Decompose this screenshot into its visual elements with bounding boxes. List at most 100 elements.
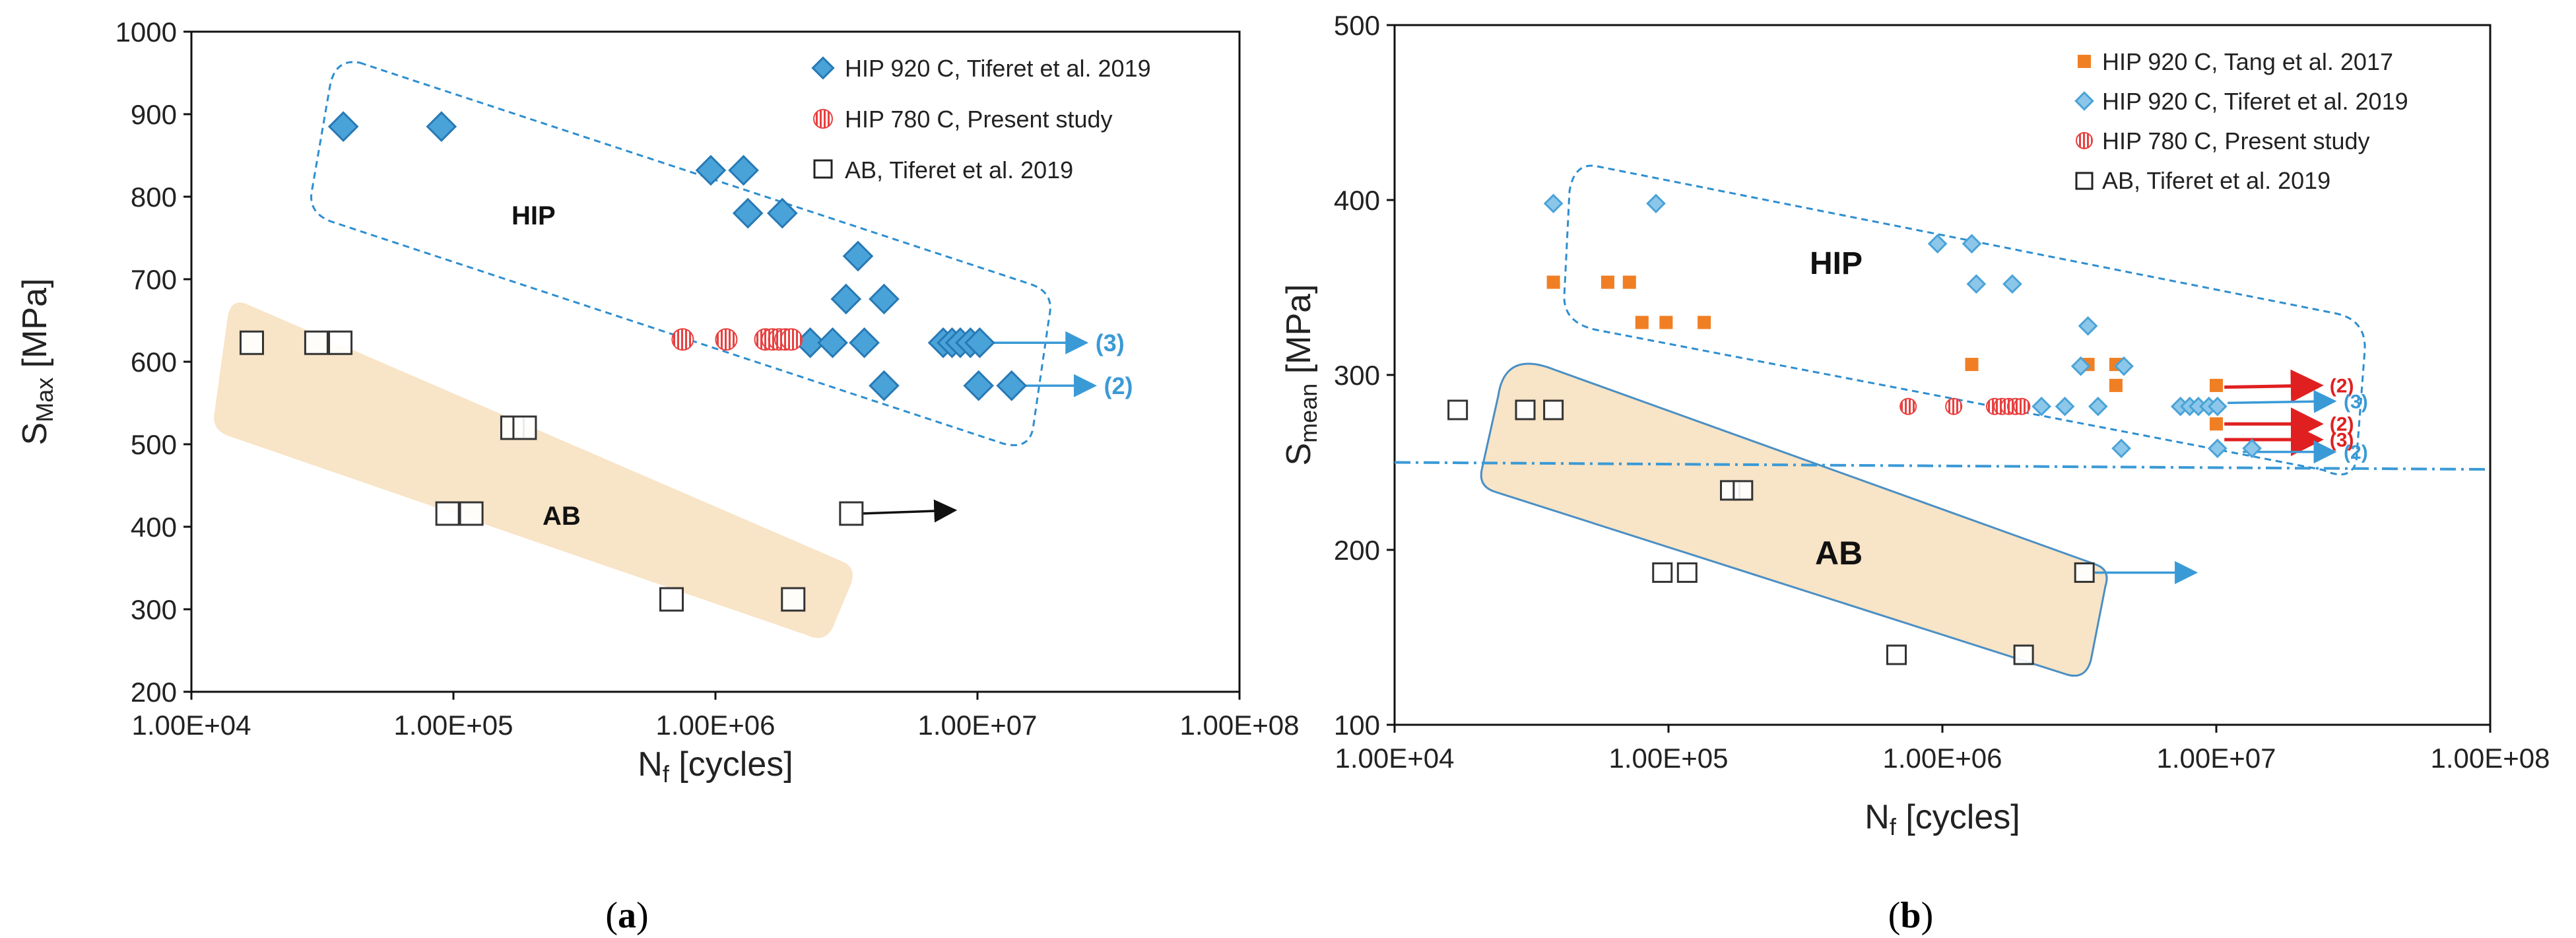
hip-region-b xyxy=(1563,164,2366,476)
y-tick-label: 100 xyxy=(1334,710,1380,741)
data-point-hip920 xyxy=(1646,193,1666,214)
x-tick-label: 1.00E+05 xyxy=(1608,743,1728,774)
data-point-hip920 xyxy=(2088,396,2108,417)
data-point-hip920 xyxy=(2055,396,2075,417)
y-tick-label: 1000 xyxy=(116,17,177,48)
data-point-hip780 xyxy=(715,328,738,351)
runout-label: (2) xyxy=(1104,372,1133,399)
data-point-ab xyxy=(239,330,264,355)
data-point-tang xyxy=(2210,378,2223,392)
runout-label: (2) xyxy=(2330,414,2354,436)
x-tick-label: 1.00E+07 xyxy=(2156,743,2276,774)
data-point-hip920 xyxy=(830,283,862,315)
runout-label: (3) xyxy=(2344,391,2368,413)
x-axis-label-b: Nf [cycles] xyxy=(1865,798,2020,840)
y-axis-b: 100 200 300 400 500 xyxy=(1334,10,1395,741)
y-tick-label: 300 xyxy=(1334,360,1380,391)
data-point-ab xyxy=(1515,399,1536,420)
data-point-ab xyxy=(1652,562,1673,583)
data-point-tang xyxy=(2210,417,2223,431)
data-point-hip920 xyxy=(1966,274,1987,294)
data-point-ab xyxy=(512,415,537,440)
data-point-hip920 xyxy=(327,111,359,143)
data-point-hip920 xyxy=(695,154,727,186)
legend-marker-hatched-circle xyxy=(813,109,833,129)
data-point-hip920 xyxy=(869,283,900,315)
data-point-ab xyxy=(435,501,460,526)
data-point-hip920 xyxy=(2078,316,2098,336)
legend-label: AB, Tiferet et al. 2019 xyxy=(2102,167,2330,194)
region-label-ab-a: AB xyxy=(543,502,581,531)
data-point-ab xyxy=(2013,644,2034,665)
runout-arrows-b: (2)(3)(2)(3)(2) xyxy=(2094,369,2368,584)
data-point-hip920 xyxy=(964,327,995,358)
data-point-hip920 xyxy=(817,327,848,358)
y-tick-label: 200 xyxy=(131,677,177,708)
y-tick-label: 500 xyxy=(1334,10,1380,41)
y-tick-label: 700 xyxy=(131,264,177,295)
legend-a: HIP 920 C, Tiferet et al. 2019 HIP 780 C… xyxy=(811,55,1151,184)
runout-arrow xyxy=(2224,369,2324,403)
runout-arrow xyxy=(2228,389,2337,413)
data-points-b xyxy=(1447,193,2262,665)
data-point-hip920 xyxy=(842,240,874,272)
data-point-hip780 xyxy=(671,328,694,351)
data-point-hip780 xyxy=(1945,397,1963,415)
data-point-hip920 xyxy=(963,370,995,401)
y-tick-label: 500 xyxy=(131,429,177,460)
data-point-ab xyxy=(304,330,329,355)
data-point-hip920 xyxy=(2002,274,2022,294)
runout-label: (2) xyxy=(2344,442,2368,463)
legend-label: HIP 920 C, Tang et al. 2017 xyxy=(2102,48,2393,75)
data-point-hip920 xyxy=(1543,193,1564,214)
data-point-ab xyxy=(1886,644,1907,665)
data-point-tang xyxy=(1546,275,1560,289)
x-tick-label: 1.00E+06 xyxy=(655,710,775,741)
legend-item-hip780-b: HIP 780 C, Present study xyxy=(2076,127,2370,154)
data-point-ab xyxy=(1447,399,1469,420)
x-tick-label: 1.00E+05 xyxy=(393,710,513,741)
ab-region-a xyxy=(214,302,853,638)
legend-item-hip780-a: HIP 780 C, Present study xyxy=(813,106,1113,133)
data-point-hip920 xyxy=(2207,396,2228,417)
region-label-hip-a: HIP xyxy=(512,201,556,230)
legend-item-ab-a: AB, Tiferet et al. 2019 xyxy=(813,156,1073,184)
y-tick-label: 800 xyxy=(131,182,177,213)
legend-label: HIP 780 C, Present study xyxy=(2102,127,2370,154)
legend-marker-hatched-circle xyxy=(2076,132,2093,149)
data-point-hip920 xyxy=(2207,438,2228,459)
data-point-hip920 xyxy=(2031,396,2051,417)
legend-label: AB, Tiferet et al. 2019 xyxy=(845,156,1073,184)
data-point-hip780 xyxy=(2013,397,2031,415)
region-label-hip-b: HIP xyxy=(1810,246,1863,281)
y-tick-label: 600 xyxy=(131,347,177,378)
y-axis-a: 200 300 400 500 600 700 800 900 1000 xyxy=(116,17,191,708)
data-point-hip920 xyxy=(2114,356,2134,376)
ab-region-b xyxy=(1480,362,2108,677)
y-tick-label: 300 xyxy=(131,594,177,625)
legend-marker-open-square xyxy=(2075,172,2094,190)
x-tick-label: 1.00E+04 xyxy=(131,710,251,741)
data-point-hip920 xyxy=(728,154,759,186)
legend-item-ab-b: AB, Tiferet et al. 2019 xyxy=(2075,167,2330,194)
data-point-hip920 xyxy=(732,197,764,229)
runout-arrow xyxy=(861,499,958,523)
legend-b: HIP 920 C, Tang et al. 2017 HIP 920 C, T… xyxy=(2074,48,2408,194)
data-point-ab xyxy=(659,587,684,612)
x-tick-label: 1.00E+04 xyxy=(1335,743,1454,774)
data-point-ab xyxy=(1543,399,1564,420)
x-axis-b: 1.00E+04 1.00E+05 1.00E+06 1.00E+07 1.00E+08 xyxy=(1335,725,2550,774)
y-axis-label-a: SMax [MPa] xyxy=(16,279,58,446)
data-point-tang xyxy=(1659,316,1673,329)
y-axis-label-b: Smean [MPa] xyxy=(1280,284,1322,465)
data-point-hip920 xyxy=(2111,438,2131,459)
data-point-hip920 xyxy=(2242,438,2262,459)
data-point-tang xyxy=(1698,316,1711,329)
data-point-ab xyxy=(328,330,353,355)
x-tick-label: 1.00E+06 xyxy=(1882,743,2002,774)
runout-arrows-a: (3) (2) xyxy=(861,329,1133,523)
region-label-ab-b: AB xyxy=(1815,535,1863,572)
data-point-hip920 xyxy=(869,370,900,401)
data-point-tang xyxy=(1622,275,1636,289)
